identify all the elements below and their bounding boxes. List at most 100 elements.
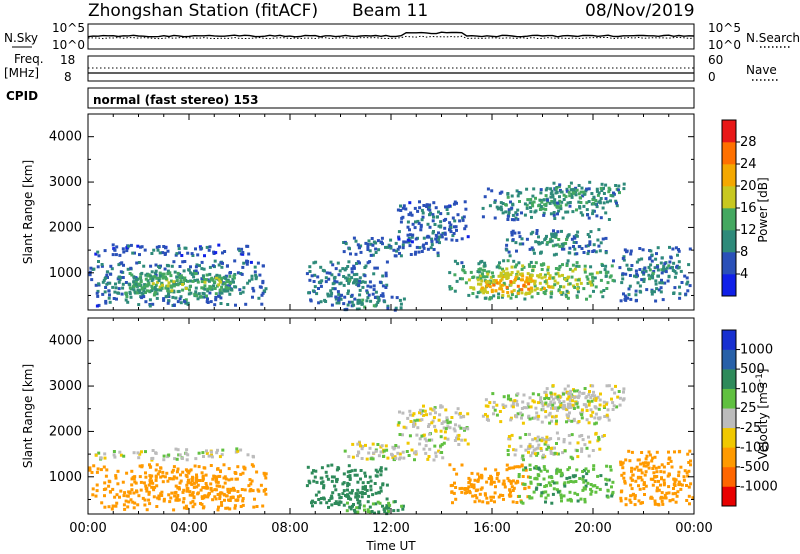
- data-cell: [543, 468, 547, 471]
- data-cell: [122, 250, 126, 254]
- data-cell: [240, 247, 244, 251]
- data-cell: [526, 198, 530, 202]
- data-cell: [656, 246, 660, 250]
- data-cell: [473, 500, 477, 504]
- data-cell: [606, 281, 610, 285]
- data-cell: [660, 491, 664, 495]
- data-cell: [396, 451, 400, 455]
- data-cell: [506, 476, 510, 480]
- data-cell: [119, 270, 123, 274]
- data-cell: [595, 187, 599, 191]
- data-cell: [180, 254, 184, 257]
- data-cell: [575, 208, 578, 212]
- data-cell: [329, 289, 333, 293]
- data-cell: [412, 421, 416, 425]
- data-cell: [551, 397, 555, 401]
- data-cell: [685, 471, 689, 475]
- data-cell: [201, 486, 205, 490]
- data-cell: [367, 239, 371, 243]
- data-cell: [615, 405, 619, 409]
- data-cell: [511, 229, 515, 233]
- data-cell: [505, 463, 509, 467]
- data-cell: [132, 288, 136, 292]
- data-cell: [512, 288, 516, 292]
- data-cell: [639, 475, 643, 479]
- data-cell: [368, 446, 372, 450]
- data-cell: [168, 500, 172, 504]
- data-cell: [334, 488, 338, 492]
- data-cell: [640, 478, 644, 482]
- data-cell: [554, 267, 558, 270]
- data-cell: [555, 471, 559, 475]
- data-cell: [536, 473, 540, 477]
- data-cell: [191, 505, 195, 509]
- data-cell: [97, 260, 100, 263]
- data-cell: [406, 238, 410, 242]
- data-cell: [498, 410, 502, 413]
- data-cell: [497, 296, 500, 300]
- data-cell: [533, 452, 537, 456]
- data-cell: [553, 279, 557, 283]
- data-cell: [107, 479, 111, 483]
- data-cell: [494, 289, 498, 293]
- data-cell: [506, 294, 510, 298]
- data-cell: [577, 192, 581, 196]
- data-cell: [460, 490, 464, 494]
- data-cell: [193, 292, 197, 296]
- data-cell: [124, 298, 128, 302]
- data-cell: [555, 431, 559, 435]
- data-cell: [380, 444, 384, 448]
- colorbar-tick-label: 100: [740, 382, 765, 397]
- data-cell: [677, 483, 681, 487]
- data-cell: [189, 271, 193, 275]
- data-cell: [588, 235, 591, 239]
- data-cell: [523, 486, 527, 490]
- data-cell: [399, 220, 403, 224]
- data-cell: [172, 282, 176, 286]
- data-cell: [164, 286, 168, 290]
- data-cell: [176, 283, 180, 287]
- data-cell: [179, 301, 183, 305]
- data-cell: [132, 491, 136, 495]
- data-cell: [363, 305, 367, 309]
- data-cell: [337, 296, 341, 300]
- data-cell: [669, 266, 673, 270]
- data-cell: [366, 508, 370, 512]
- data-cell: [167, 290, 171, 294]
- data-cell: [137, 291, 141, 295]
- data-cell: [610, 494, 614, 498]
- data-cell: [389, 238, 393, 242]
- data-cell: [562, 438, 566, 441]
- data-cell: [590, 394, 594, 397]
- colorbar-tick-label: -100: [740, 440, 770, 455]
- data-cell: [662, 470, 666, 474]
- data-cell: [428, 208, 432, 212]
- data-cell: [147, 483, 151, 487]
- data-cell: [587, 187, 591, 191]
- data-cell: [639, 501, 643, 505]
- data-cell: [546, 493, 550, 497]
- power-scatter-cells: [88, 180, 692, 312]
- data-cell: [489, 482, 493, 486]
- data-cell: [550, 406, 553, 410]
- data-cell: [489, 495, 493, 499]
- data-cell: [523, 202, 527, 206]
- data-cell: [567, 233, 571, 237]
- data-cell: [238, 494, 242, 498]
- data-cell: [560, 471, 564, 475]
- data-cell: [465, 490, 469, 494]
- data-cell: [454, 497, 458, 501]
- colorbar-segment: [722, 252, 736, 275]
- data-cell: [427, 423, 431, 426]
- data-cell: [228, 283, 232, 287]
- data-cell: [504, 203, 508, 207]
- data-cell: [348, 247, 351, 251]
- data-cell: [576, 493, 580, 497]
- data-cell: [590, 399, 594, 403]
- data-cell: [204, 278, 208, 282]
- data-cell: [330, 475, 334, 479]
- data-cell: [513, 399, 517, 403]
- data-cell: [536, 401, 540, 405]
- data-cell: [422, 204, 426, 207]
- data-cell: [533, 416, 537, 420]
